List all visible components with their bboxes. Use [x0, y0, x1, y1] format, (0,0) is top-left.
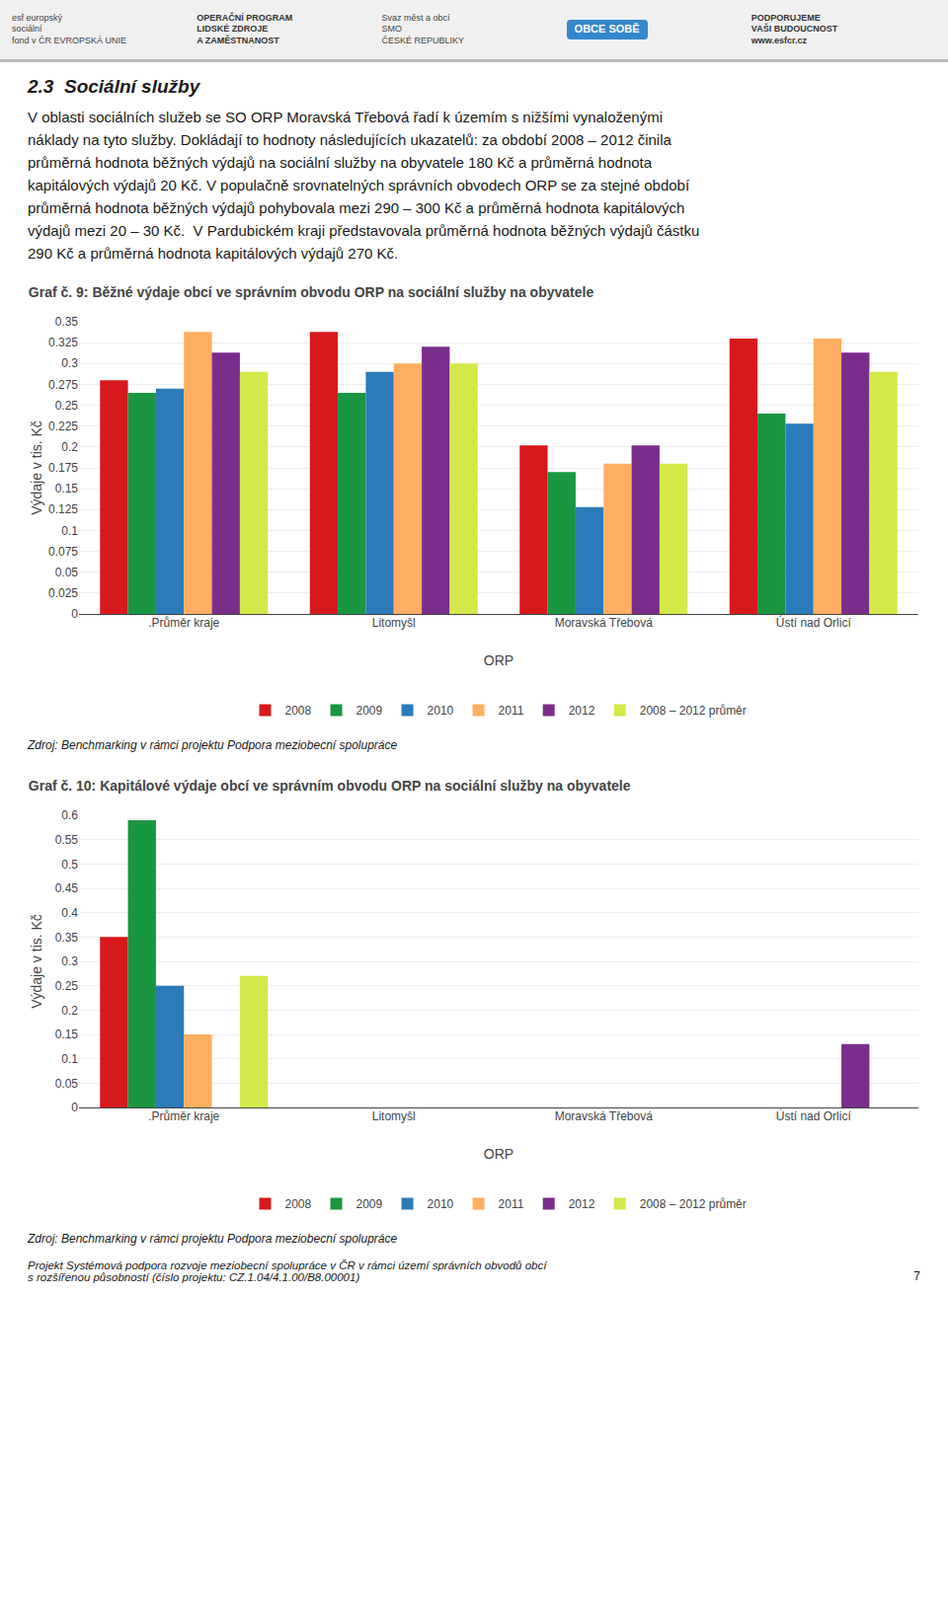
- html-text:2.3 Sociální služby: 2.3 Sociální služby: [27, 76, 200, 97]
- svg-text:0.2: 0.2: [61, 440, 79, 455]
- svg-text:2009: 2009: [356, 1197, 384, 1212]
- svg-text:2008 – 2012 průměr: 2008 – 2012 průměr: [639, 1197, 747, 1212]
- html-text:průměrná hodnota běžných výdaj: průměrná hodnota běžných výdajů na sociá…: [27, 154, 652, 171]
- svg-text:0.55: 0.55: [55, 833, 79, 848]
- html-text:ČESKÉ REPUBLIKY: ČESKÉ REPUBLIKY: [381, 35, 465, 46]
- svg-text:Litomyšl: Litomyšl: [372, 616, 416, 631]
- html-text:náklady na tyto služby. Doklád: náklady na tyto služby. Dokládají to hod…: [27, 131, 672, 149]
- svg-text:2009: 2009: [356, 704, 384, 718]
- html-text:Zdroj: Benchmarking v rámci pr: Zdroj: Benchmarking v rámci projektu Pod…: [27, 1232, 398, 1247]
- svg-text:0.05: 0.05: [55, 565, 79, 580]
- html-text:Zdroj: Benchmarking v rámci pr: Zdroj: Benchmarking v rámci projektu Pod…: [27, 738, 398, 753]
- html-text:průměrná hodnota běžných výdaj: průměrná hodnota běžných výdajů pohybova…: [27, 199, 685, 217]
- svg-text:2010: 2010: [427, 1197, 455, 1212]
- svg-text:0.5: 0.5: [61, 858, 79, 872]
- html-text:fond v ČR EVROPSKÁ UNIE: fond v ČR EVROPSKÁ UNIE: [11, 35, 127, 46]
- svg-text:2008: 2008: [285, 704, 313, 718]
- svg-text:2010: 2010: [427, 704, 455, 718]
- svg-text:2011: 2011: [498, 704, 525, 718]
- svg-text:Výdaje v tis. Kč: Výdaje v tis. Kč: [28, 420, 45, 516]
- html-text:LIDSKÉ ZDROJE: LIDSKÉ ZDROJE: [196, 24, 268, 34]
- svg-text:0.25: 0.25: [55, 398, 79, 413]
- svg-text:Moravská Třebová: Moravská Třebová: [554, 1109, 653, 1124]
- svg-text:2012: 2012: [568, 704, 596, 718]
- svg-text:Výdaje v tis. Kč: Výdaje v tis. Kč: [28, 914, 45, 1010]
- svg-text:0.325: 0.325: [48, 335, 79, 350]
- svg-text:0.175: 0.175: [48, 461, 79, 475]
- svg-text:0.6: 0.6: [61, 808, 79, 823]
- html-text:A ZAMĚSTNANOST: A ZAMĚSTNANOST: [196, 35, 280, 46]
- html-text:SMO: SMO: [381, 24, 402, 34]
- html-text:VAŠI BUDOUCNOST: VAŠI BUDOUCNOST: [751, 24, 838, 34]
- svg-text:0.4: 0.4: [61, 906, 79, 921]
- html-text:V oblasti sociálních služeb se: V oblasti sociálních služeb se SO ORP Mo…: [27, 108, 663, 126]
- svg-text:0.275: 0.275: [48, 378, 79, 393]
- html-text:výdajů mezi 20 – 30 Kč. V Pard: výdajů mezi 20 – 30 Kč. V Pardubickém kr…: [27, 222, 700, 239]
- svg-text:Ústí nad Orlicí: Ústí nad Orlicí: [776, 1108, 853, 1124]
- svg-text:Graf č. 10: Kapitálové výdaje: Graf č. 10: Kapitálové výdaje obcí ve sp…: [28, 778, 632, 794]
- svg-text:2008: 2008: [285, 1197, 313, 1212]
- svg-text:Ústí nad Orlicí: Ústí nad Orlicí: [776, 615, 853, 631]
- svg-text:0.15: 0.15: [55, 1027, 79, 1042]
- svg-text:0.35: 0.35: [55, 315, 79, 329]
- html-text:Projekt Systémová podpora rozv: Projekt Systémová podpora rozvoje meziob…: [27, 1260, 547, 1272]
- svg-text:0.225: 0.225: [48, 419, 79, 434]
- svg-text:0.025: 0.025: [48, 586, 79, 601]
- svg-text:0.125: 0.125: [48, 502, 79, 517]
- svg-text:0.1: 0.1: [61, 1052, 79, 1067]
- html-text:7: 7: [913, 1269, 921, 1284]
- html-text:kapitálových výdajů 20 Kč. V p: kapitálových výdajů 20 Kč. V populačně s…: [27, 176, 690, 194]
- html-text:www.esfcr.cz: www.esfcr.cz: [751, 35, 807, 46]
- svg-text:2012: 2012: [568, 1197, 596, 1212]
- svg-text:0.075: 0.075: [48, 545, 79, 559]
- svg-text:0.3: 0.3: [61, 356, 79, 371]
- svg-text:0: 0: [71, 1101, 79, 1115]
- svg-text:.Průměr kraje: .Průměr kraje: [148, 616, 220, 631]
- svg-text:2008 – 2012 průměr: 2008 – 2012 průměr: [639, 704, 747, 718]
- svg-text:Litomyšl: Litomyšl: [372, 1109, 416, 1124]
- html-text:esf europský: esf europský: [11, 12, 63, 23]
- svg-text:0.2: 0.2: [61, 1004, 79, 1019]
- svg-text:.Průměr kraje: .Průměr kraje: [148, 1109, 220, 1124]
- svg-text:0.1: 0.1: [61, 524, 79, 539]
- html-text:sociální: sociální: [11, 24, 42, 34]
- svg-text:0.45: 0.45: [55, 881, 79, 896]
- html-text:290 Kč a průměrná hodnota kapi: 290 Kč a průměrná hodnota kapitálových v…: [27, 244, 399, 262]
- html-text:PODPORUJEME: PODPORUJEME: [751, 12, 821, 23]
- html-text:OPERAČNÍ PROGRAM: OPERAČNÍ PROGRAM: [196, 12, 293, 23]
- svg-text:0.05: 0.05: [55, 1077, 79, 1092]
- svg-text:0.25: 0.25: [55, 979, 79, 994]
- html-text:Svaz měst a obcí: Svaz měst a obcí: [381, 12, 450, 23]
- svg-text:ORP: ORP: [483, 652, 514, 669]
- svg-text:0: 0: [71, 607, 79, 622]
- html-text:OBCE SOBĚ: OBCE SOBĚ: [574, 22, 640, 35]
- svg-text:ORP: ORP: [483, 1146, 514, 1163]
- svg-text:0.35: 0.35: [55, 931, 79, 946]
- html-text:s rozšířenou působností (číslo: s rozšířenou působností (číslo projektu:…: [27, 1271, 360, 1284]
- svg-text:Moravská Třebová: Moravská Třebová: [554, 616, 653, 631]
- svg-text:0.3: 0.3: [61, 954, 79, 969]
- svg-text:Graf č. 9: Běžné výdaje obcí v: Graf č. 9: Běžné výdaje obcí ve správním…: [28, 284, 595, 301]
- svg-text:2011: 2011: [498, 1197, 525, 1212]
- svg-text:0.15: 0.15: [55, 481, 79, 496]
